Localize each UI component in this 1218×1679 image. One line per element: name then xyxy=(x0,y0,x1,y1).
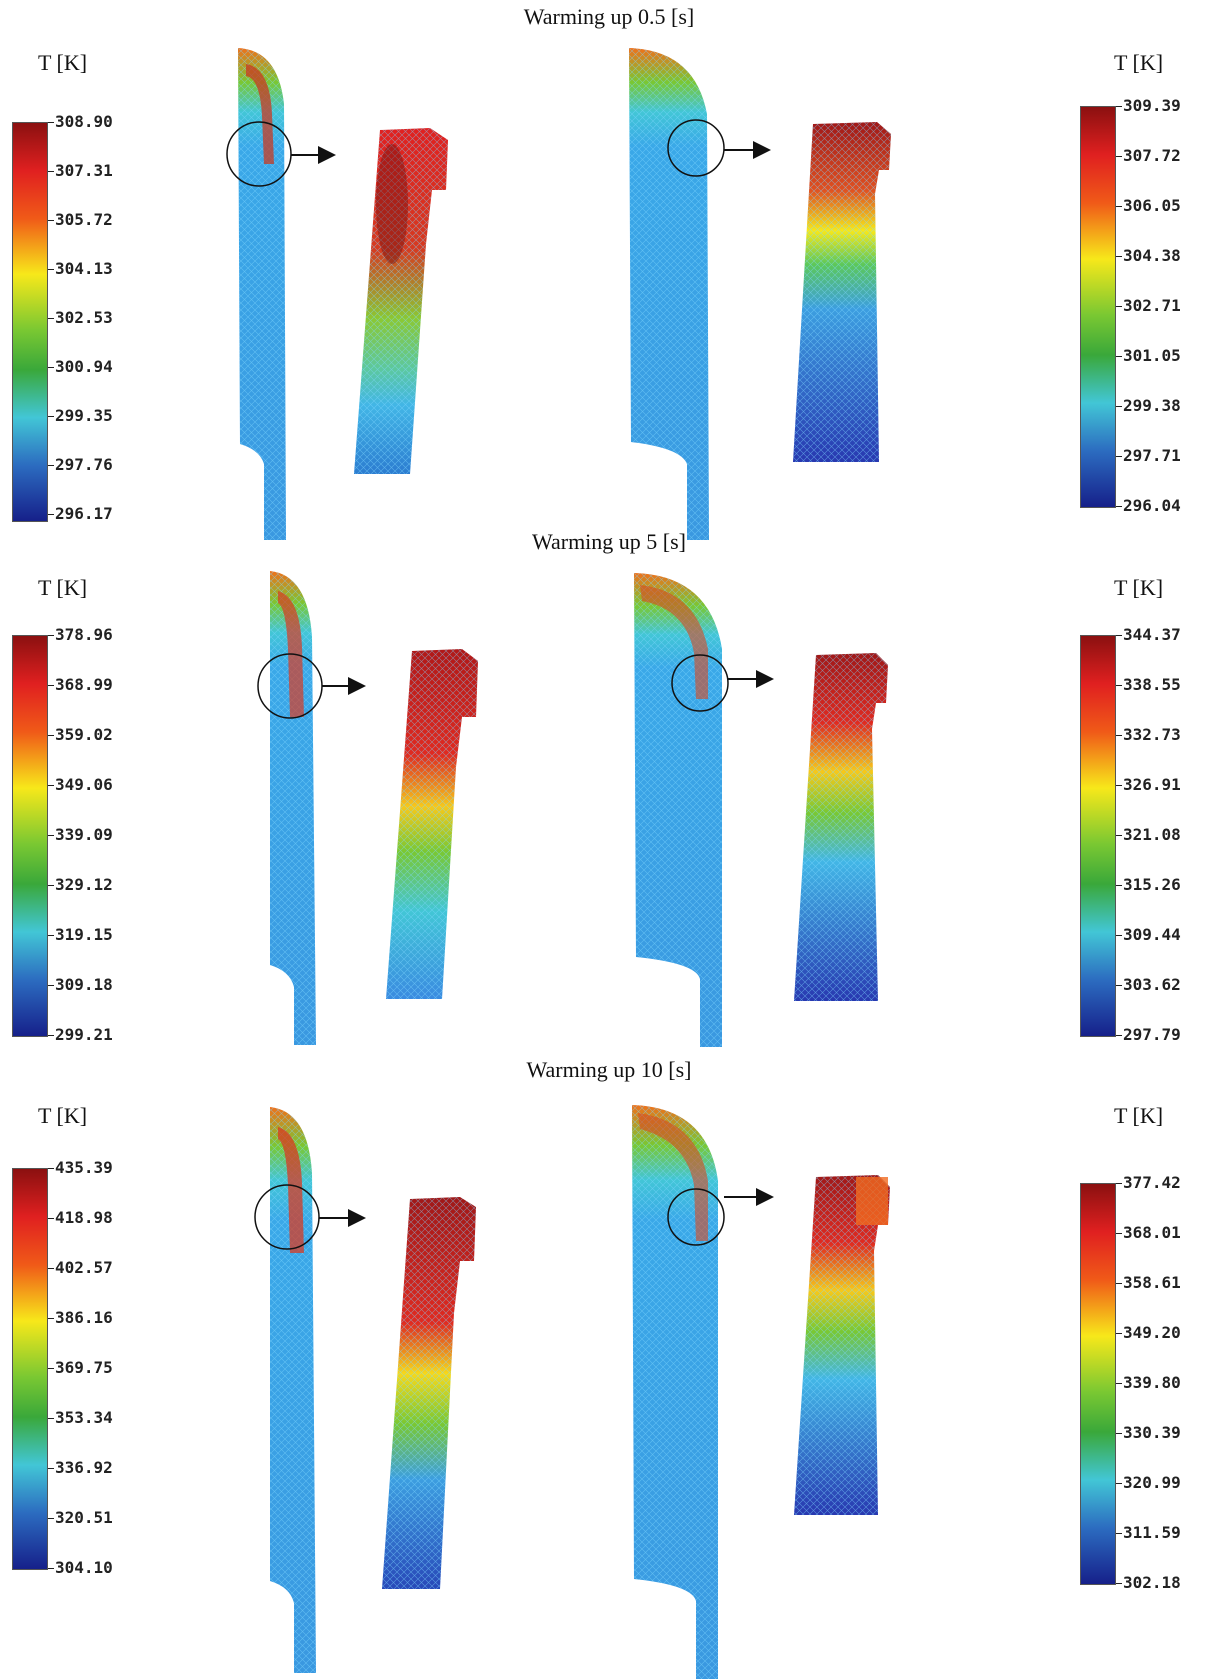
scale-tick: 303.62 xyxy=(1116,977,1181,993)
zoom-circle xyxy=(667,1188,725,1246)
model-view-right xyxy=(634,573,888,1047)
scale-tick: 309.39 xyxy=(1116,98,1181,114)
scale-tick: 336.92 xyxy=(48,1460,113,1476)
model-view-left xyxy=(257,571,478,1045)
arrow-icon xyxy=(318,146,336,164)
right-color-scale xyxy=(1080,1183,1116,1585)
scale-tick: 308.90 xyxy=(48,114,113,130)
scale-tick: 378.96 xyxy=(48,627,113,643)
arrow-icon xyxy=(753,141,771,159)
arrow-icon xyxy=(756,1188,774,1206)
scale-tick: 321.08 xyxy=(1116,827,1181,843)
scale-tick: 309.44 xyxy=(1116,927,1181,943)
right-color-scale xyxy=(1080,635,1116,1037)
scale-tick: 311.59 xyxy=(1116,1525,1181,1541)
scale-tick: 344.37 xyxy=(1116,627,1181,643)
scale-tick: 299.35 xyxy=(48,408,113,424)
scale-tick: 349.20 xyxy=(1116,1325,1181,1341)
scale-tick: 306.05 xyxy=(1116,198,1181,214)
scale-tick: 309.18 xyxy=(48,977,113,993)
scale-tick: 368.01 xyxy=(1116,1225,1181,1241)
right-scale-unit: T [K] xyxy=(1114,575,1164,600)
scale-tick: 320.99 xyxy=(1116,1475,1181,1491)
scale-tick: 302.71 xyxy=(1116,298,1181,314)
scale-tick: 402.57 xyxy=(48,1260,113,1276)
scale-tick: 349.06 xyxy=(48,777,113,793)
scale-tick: 358.61 xyxy=(1116,1275,1181,1291)
scale-tick: 301.05 xyxy=(1116,348,1181,364)
scale-tick: 297.79 xyxy=(1116,1027,1181,1043)
scale-tick: 305.72 xyxy=(48,212,113,228)
zoom-circle xyxy=(667,119,725,177)
scale-tick: 297.76 xyxy=(48,457,113,473)
scale-tick: 368.99 xyxy=(48,677,113,693)
model-view-left xyxy=(226,48,448,540)
scale-tick: 377.42 xyxy=(1116,1175,1181,1191)
scale-tick: 315.26 xyxy=(1116,877,1181,893)
model-view-right xyxy=(629,48,891,540)
left-scale-unit: T [K] xyxy=(38,575,88,600)
model-view-left xyxy=(254,1107,476,1673)
scale-tick: 319.15 xyxy=(48,927,113,943)
right-scale-unit: T [K] xyxy=(1114,50,1164,75)
scale-tick: 353.34 xyxy=(48,1410,113,1426)
left-color-scale xyxy=(12,1168,48,1570)
scale-tick: 320.51 xyxy=(48,1510,113,1526)
scale-tick: 297.71 xyxy=(1116,448,1181,464)
right-scale-unit: T [K] xyxy=(1114,1103,1164,1128)
scale-tick: 302.53 xyxy=(48,310,113,326)
scale-tick: 339.09 xyxy=(48,827,113,843)
scale-tick: 307.72 xyxy=(1116,148,1181,164)
left-color-scale xyxy=(12,635,48,1037)
scale-tick: 330.39 xyxy=(1116,1425,1181,1441)
scale-tick: 302.18 xyxy=(1116,1575,1181,1591)
arrow-icon xyxy=(348,1209,366,1227)
scale-tick: 304.38 xyxy=(1116,248,1181,264)
scale-tick: 307.31 xyxy=(48,163,113,179)
scale-tick: 435.39 xyxy=(48,1160,113,1176)
panel-title: Warming up 5 [s] xyxy=(531,529,687,554)
left-color-scale xyxy=(12,122,48,522)
panel-title: Warming up 10 [s] xyxy=(526,1057,692,1082)
scale-tick: 300.94 xyxy=(48,359,113,375)
panel-5s: Warming up 5 [s] T [K] T [K] 378.96 368.… xyxy=(0,525,1218,1047)
left-scale-unit: T [K] xyxy=(38,1103,88,1128)
model-view-right xyxy=(632,1105,890,1679)
scale-tick: 299.38 xyxy=(1116,398,1181,414)
arrow-icon xyxy=(756,670,774,688)
left-scale-unit: T [K] xyxy=(38,50,88,75)
scale-tick: 359.02 xyxy=(48,727,113,743)
scale-tick: 329.12 xyxy=(48,877,113,893)
panel-10s: Warming up 10 [s] T [K] T [K] 435.39 418… xyxy=(0,1053,1218,1679)
scale-tick: 304.10 xyxy=(48,1560,113,1576)
zoom-circle xyxy=(671,654,729,712)
right-color-scale xyxy=(1080,106,1116,508)
scale-tick: 418.98 xyxy=(48,1210,113,1226)
scale-tick: 386.16 xyxy=(48,1310,113,1326)
scale-tick: 339.80 xyxy=(1116,1375,1181,1391)
scale-tick: 369.75 xyxy=(48,1360,113,1376)
arrow-icon xyxy=(348,677,366,695)
scale-tick: 332.73 xyxy=(1116,727,1181,743)
scale-tick: 296.17 xyxy=(48,506,113,522)
scale-tick: 296.04 xyxy=(1116,498,1181,514)
panel-title: Warming up 0.5 [s] xyxy=(523,4,695,29)
scale-tick: 338.55 xyxy=(1116,677,1181,693)
scale-tick: 304.13 xyxy=(48,261,113,277)
scale-tick: 299.21 xyxy=(48,1027,113,1043)
panel-0-5s: Warming up 0.5 [s] T [K] T [K] 308.90 30… xyxy=(0,0,1218,540)
scale-tick: 326.91 xyxy=(1116,777,1181,793)
